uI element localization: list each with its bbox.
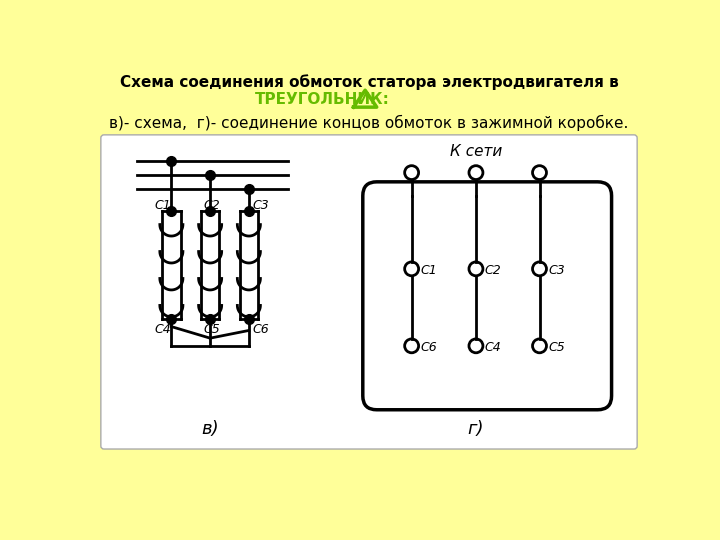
Text: C3: C3	[252, 199, 269, 212]
Text: в)- схема,  г)- соединение концов обмоток в зажимной коробке.: в)- схема, г)- соединение концов обмоток…	[109, 114, 629, 131]
FancyBboxPatch shape	[363, 182, 611, 410]
Text: ТРЕУГОЛЬНИК:: ТРЕУГОЛЬНИК:	[255, 92, 390, 107]
Text: C1: C1	[420, 264, 437, 277]
Text: C1: C1	[154, 199, 171, 212]
Text: C2: C2	[485, 264, 501, 277]
Text: C5: C5	[548, 341, 564, 354]
Text: C2: C2	[204, 199, 220, 212]
Text: К сети: К сети	[450, 144, 502, 159]
Text: C6: C6	[252, 323, 269, 336]
Text: C3: C3	[548, 264, 564, 277]
Text: г): г)	[468, 421, 484, 438]
Text: Схема соединения обмоток статора электродвигателя в: Схема соединения обмоток статора электро…	[120, 74, 618, 90]
Text: C6: C6	[420, 341, 437, 354]
Text: в): в)	[202, 421, 219, 438]
Text: C5: C5	[204, 323, 220, 336]
Text: C4: C4	[485, 341, 501, 354]
Text: C4: C4	[154, 323, 171, 336]
FancyBboxPatch shape	[101, 135, 637, 449]
